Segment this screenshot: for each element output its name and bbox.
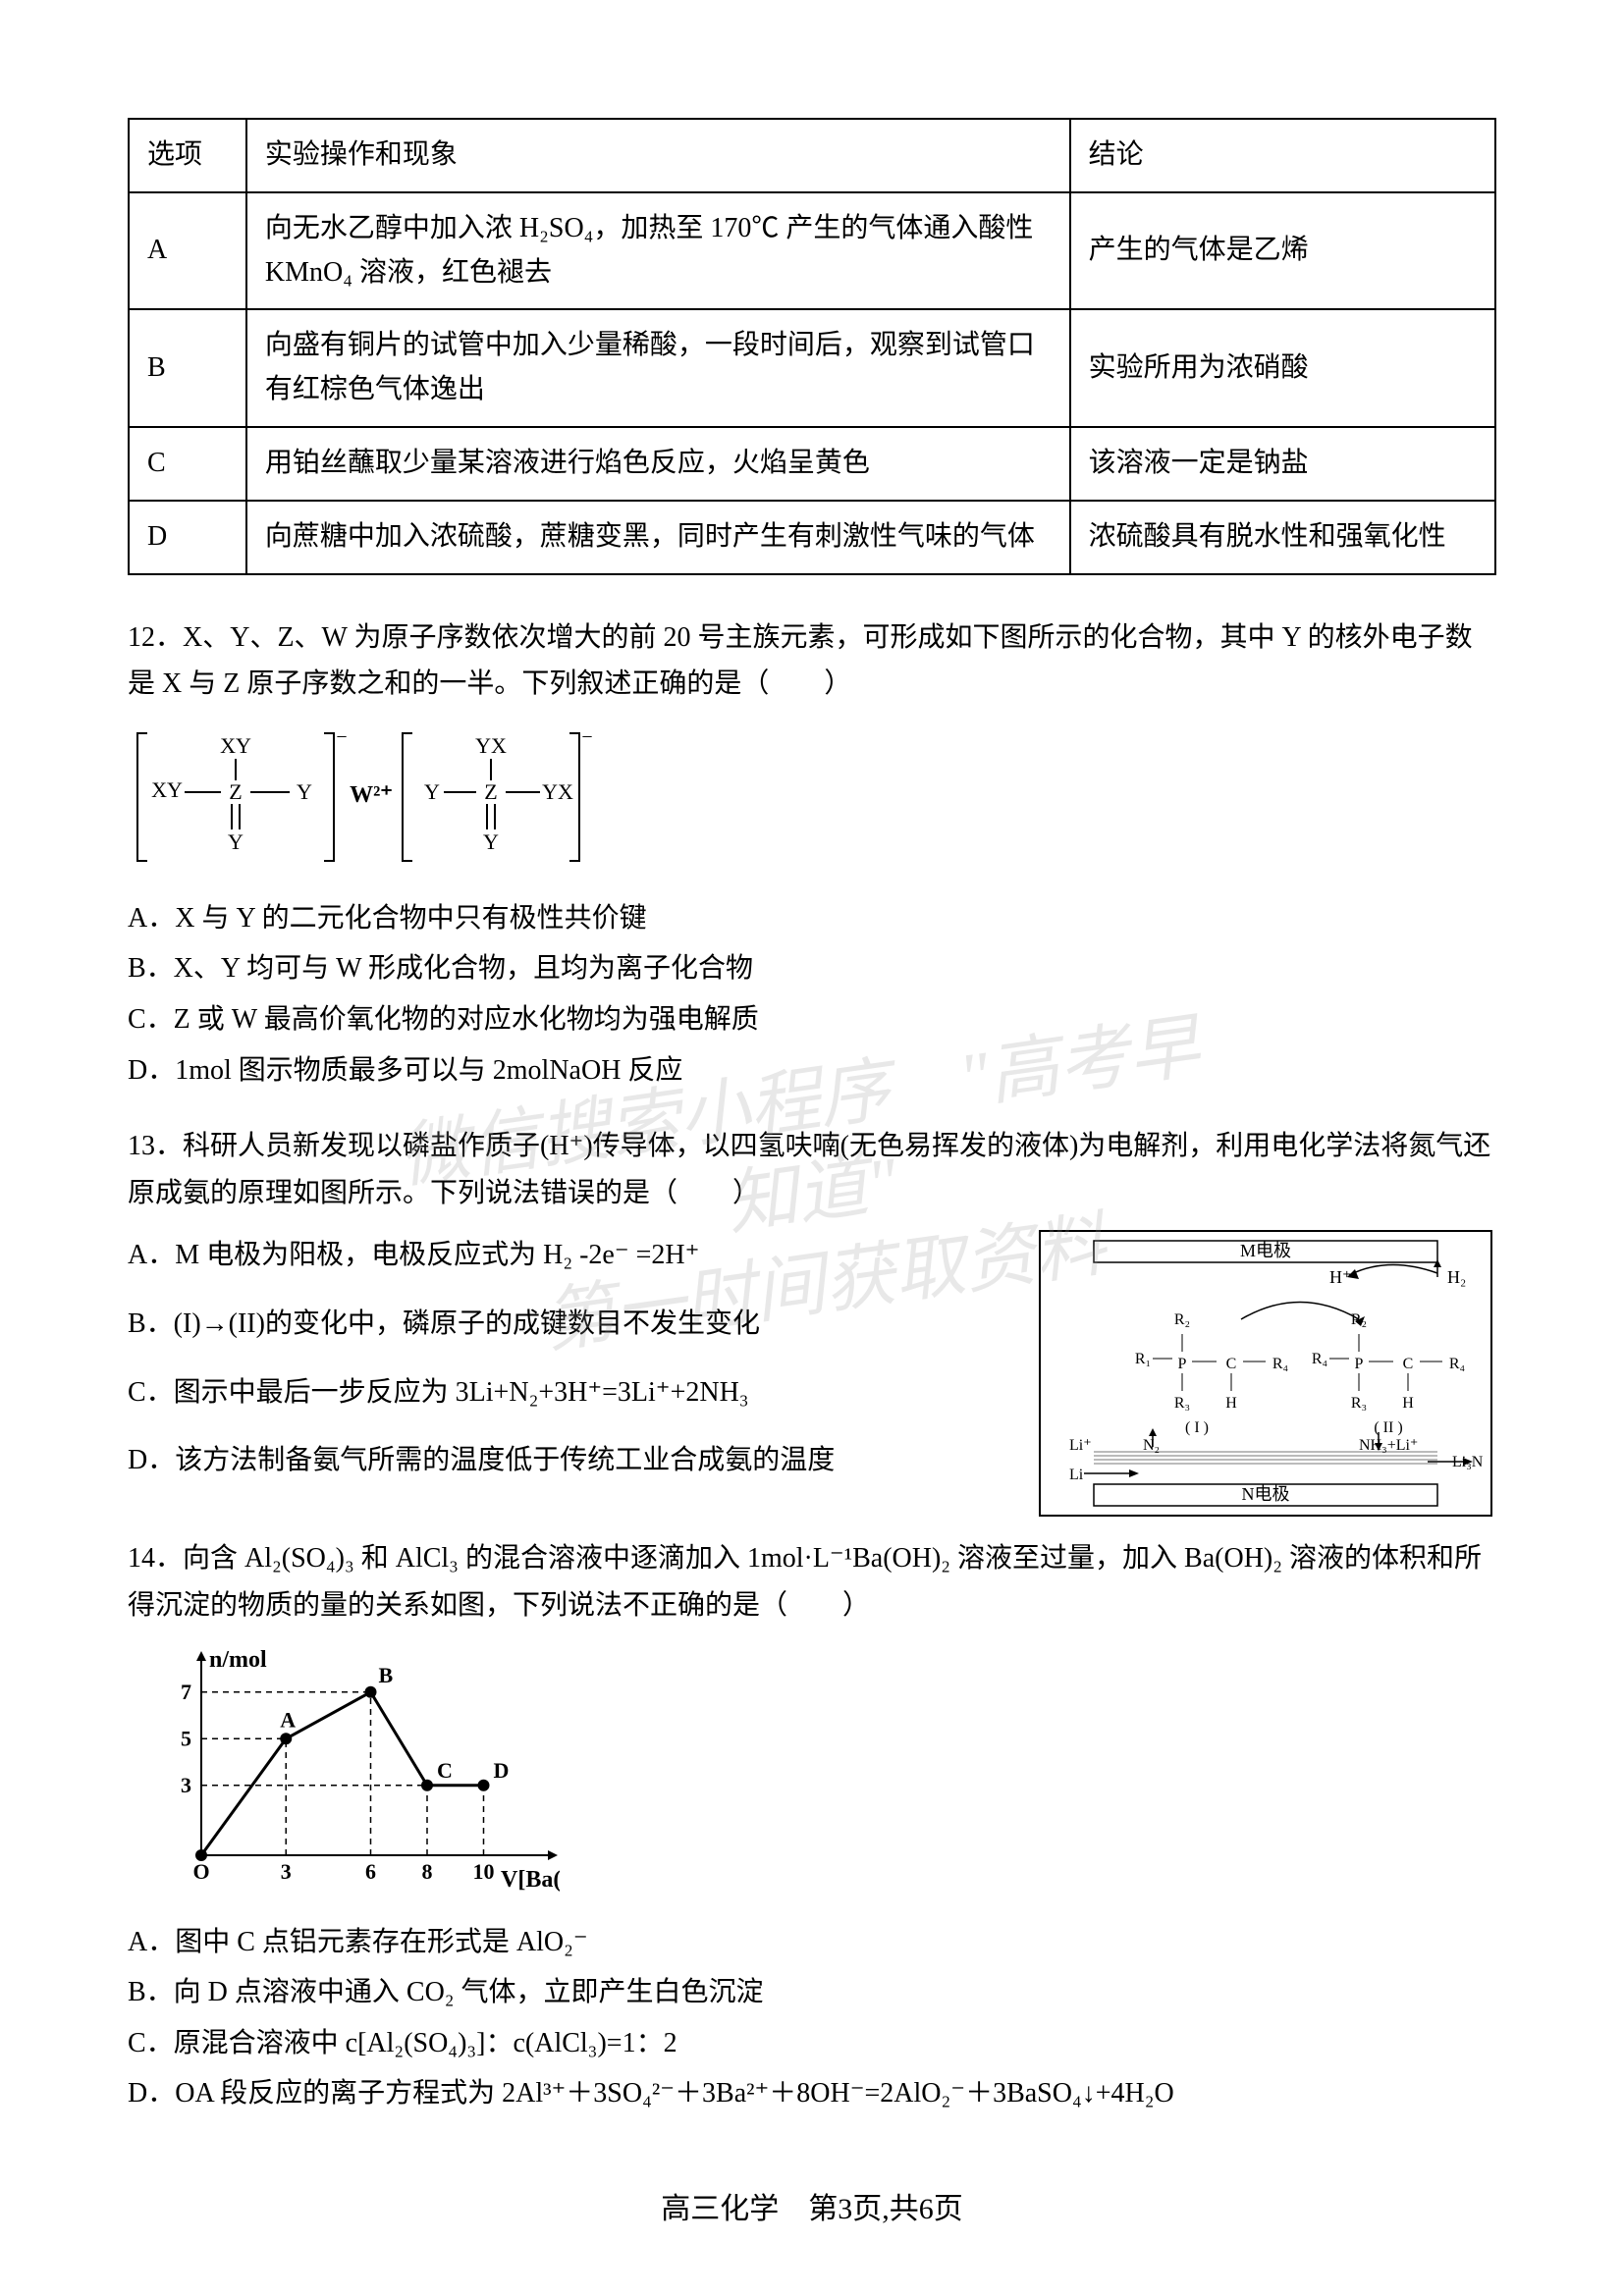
svg-text:Li: Li: [1069, 1467, 1084, 1483]
cell-op: 向盛有铜片的试管中加入少量稀酸，一段时间后，观察到试管口有红棕色气体逸出: [246, 309, 1070, 427]
cell-opt: A: [129, 192, 246, 310]
svg-text:R₁: R₁: [1135, 1351, 1151, 1367]
th-operation: 实验操作和现象: [246, 119, 1070, 192]
cell-opt: C: [129, 427, 246, 501]
svg-text:B: B: [379, 1662, 394, 1686]
cell-op: 用铂丝蘸取少量某溶液进行焰色反应，火焰呈黄色: [246, 427, 1070, 501]
cell-concl: 该溶液一定是钠盐: [1070, 427, 1495, 501]
q13-opt-c: C．图示中最后一步反应为 3Li+N₂+3H⁺=3Li⁺+2NH₃: [128, 1369, 1011, 1416]
svg-text:n/mol: n/mol: [209, 1649, 267, 1673]
label-cation: W²⁺: [350, 782, 393, 808]
svg-text:R₄: R₄: [1272, 1356, 1289, 1372]
svg-text:R₃: R₃: [1174, 1395, 1190, 1412]
cell-concl: 产生的气体是乙烯: [1070, 192, 1495, 310]
svg-text:8: 8: [422, 1859, 433, 1884]
svg-text:H: H: [1225, 1395, 1237, 1412]
th-option: 选项: [129, 119, 246, 192]
svg-text:Y: Y: [228, 829, 244, 854]
svg-text:C: C: [1226, 1356, 1237, 1372]
q14-opt-b: B．向 D 点溶液中通入 CO₂ 气体，立即产生白色沉淀: [128, 1969, 1496, 2016]
svg-text:YX: YX: [475, 733, 507, 758]
svg-text:P: P: [1178, 1356, 1187, 1372]
svg-text:C: C: [1403, 1356, 1414, 1372]
svg-text:O: O: [192, 1859, 209, 1884]
q14-options: A．图中 C 点铝元素存在形式是 AlO₂⁻ B．向 D 点溶液中通入 CO₂ …: [128, 1919, 1496, 2117]
q14-chart: n/mol V[Ba(OH)₂]/L O 3 6 8 10 3 5 7 A B C D: [147, 1649, 1496, 1899]
cell-op: 向无水乙醇中加入浓 H₂SO₄，加热至 170℃ 产生的气体通入酸性 KMnO₄…: [246, 192, 1070, 310]
cell-opt: B: [129, 309, 246, 427]
q13-figure: M电极 H⁺ H₂ R₂ R₁ P R₃: [1035, 1226, 1496, 1525]
label-n-electrode: N电极: [1242, 1484, 1290, 1504]
q14-opt-d: D．OA 段反应的离子方程式为 2Al³⁺＋3SO₄²⁻＋3Ba²⁺＋8OH⁻=…: [128, 2070, 1496, 2117]
svg-text:R₄: R₄: [1312, 1351, 1328, 1367]
svg-text:H: H: [1402, 1395, 1414, 1412]
svg-text:−: −: [336, 726, 347, 748]
q12-opt-d: D．1mol 图示物质最多可以与 2molNaOH 反应: [128, 1047, 1496, 1095]
table-row: C 用铂丝蘸取少量某溶液进行焰色反应，火焰呈黄色 该溶液一定是钠盐: [129, 427, 1495, 501]
cell-opt: D: [129, 501, 246, 574]
svg-text:YX: YX: [542, 779, 573, 804]
svg-text:R₄: R₄: [1449, 1356, 1466, 1372]
svg-text:10: 10: [473, 1859, 495, 1884]
svg-text:XY: XY: [151, 777, 183, 802]
q14-opt-c: C．原混合溶液中 c[Al₂(SO₄)₃]：c(AlCl₃)=1：2: [128, 2020, 1496, 2067]
svg-text:Li⁺: Li⁺: [1069, 1437, 1092, 1454]
svg-text:Z: Z: [229, 779, 242, 804]
label-xy: XY: [220, 733, 251, 758]
svg-text:V[Ba(OH)₂]/L: V[Ba(OH)₂]/L: [501, 1867, 560, 1893]
svg-text:N₂: N₂: [1143, 1437, 1160, 1454]
svg-text:H₂: H₂: [1447, 1267, 1466, 1287]
svg-text:Y: Y: [483, 829, 499, 854]
table-row: D 向蔗糖中加入浓硫酸，蔗糖变黑，同时产生有刺激性气味的气体 浓硫酸具有脱水性和…: [129, 501, 1495, 574]
svg-text:P: P: [1355, 1356, 1364, 1372]
cell-concl: 实验所用为浓硝酸: [1070, 309, 1495, 427]
q12-opt-c: C．Z 或 W 最高价氧化物的对应水化物均为强电解质: [128, 996, 1496, 1043]
table-row: B 向盛有铜片的试管中加入少量稀酸，一段时间后，观察到试管口有红棕色气体逸出 实…: [129, 309, 1495, 427]
q12-diagram: XY XY Z Y Y − W²⁺ YX Y Z: [128, 723, 1496, 876]
svg-text:5: 5: [181, 1726, 191, 1750]
page-footer: 高三化学 第3页,共6页: [0, 2184, 1624, 2227]
svg-text:C: C: [437, 1757, 453, 1782]
svg-text:6: 6: [365, 1859, 376, 1884]
q13-stem: 13．科研人员新发现以磷盐作质子(H⁺)传导体，以四氢呋喃(无色易挥发的液体)为…: [128, 1123, 1496, 1216]
svg-text:3: 3: [181, 1772, 191, 1796]
svg-text:R₂: R₂: [1174, 1311, 1190, 1328]
svg-text:3: 3: [281, 1859, 292, 1884]
q14-stem: 14．向含 Al₂(SO₄)₃ 和 AlCl₃ 的混合溶液中逐滴加入 1mol·…: [128, 1535, 1496, 1629]
svg-text:R₃: R₃: [1351, 1395, 1367, 1412]
svg-text:NH₃+Li⁺: NH₃+Li⁺: [1359, 1437, 1418, 1454]
svg-text:Y: Y: [424, 779, 440, 804]
q12-opt-a: A．X 与 Y 的二元化合物中只有极性共价键: [128, 895, 1496, 942]
svg-text:Y: Y: [297, 779, 312, 804]
q12-options: A．X 与 Y 的二元化合物中只有极性共价键 B．X、Y 均可与 W 形成化合物…: [128, 895, 1496, 1094]
svg-text:A: A: [280, 1707, 296, 1732]
svg-text:( I ): ( I ): [1185, 1419, 1209, 1436]
q13-options: A．M 电极为阳极，电极反应式为 H₂ -2e⁻ =2H⁺ B．(I)→(II)…: [128, 1232, 1011, 1483]
experiment-table: 选项 实验操作和现象 结论 A 向无水乙醇中加入浓 H₂SO₄，加热至 170℃…: [128, 118, 1496, 575]
cell-op: 向蔗糖中加入浓硫酸，蔗糖变黑，同时产生有刺激性气味的气体: [246, 501, 1070, 574]
q14-opt-a: A．图中 C 点铝元素存在形式是 AlO₂⁻: [128, 1919, 1496, 1966]
table-row: A 向无水乙醇中加入浓 H₂SO₄，加热至 170℃ 产生的气体通入酸性 KMn…: [129, 192, 1495, 310]
q13-opt-b: B．(I)→(II)的变化中，磷原子的成键数目不发生变化: [128, 1301, 1011, 1348]
q12-stem: 12．X、Y、Z、W 为原子序数依次增大的前 20 号主族元素，可形成如下图所示…: [128, 614, 1496, 708]
svg-text:D: D: [494, 1757, 510, 1782]
svg-text:7: 7: [181, 1679, 191, 1703]
th-conclusion: 结论: [1070, 119, 1495, 192]
q13-opt-d: D．该方法制备氨气所需的温度低于传统工业合成氨的温度: [128, 1437, 1011, 1484]
svg-text:Z: Z: [484, 779, 497, 804]
q12-opt-b: B．X、Y 均可与 W 形成化合物，且均为离子化合物: [128, 945, 1496, 992]
label-m-electrode: M电极: [1240, 1241, 1291, 1260]
svg-text:−: −: [581, 726, 592, 748]
q13-opt-a: A．M 电极为阳极，电极反应式为 H₂ -2e⁻ =2H⁺: [128, 1232, 1011, 1279]
cell-concl: 浓硫酸具有脱水性和强氧化性: [1070, 501, 1495, 574]
